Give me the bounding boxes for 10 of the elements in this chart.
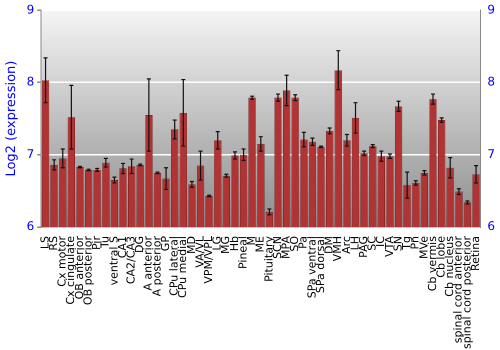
y-tick-label: 6 — [26, 219, 34, 234]
x-tick-label: Pituitary — [262, 236, 276, 282]
y2-tick-label: 9 — [487, 2, 496, 16]
y-axis-title: Log2 (expression) — [4, 60, 20, 177]
y-tick-label: 8 — [26, 74, 34, 89]
y2-tick-label: 6 — [487, 219, 496, 234]
y2-tick-label: 8 — [487, 74, 496, 89]
y2-tick-label: 7 — [487, 146, 496, 161]
y-tick-label: 9 — [26, 2, 34, 16]
y-tick-label: 7 — [26, 146, 34, 161]
